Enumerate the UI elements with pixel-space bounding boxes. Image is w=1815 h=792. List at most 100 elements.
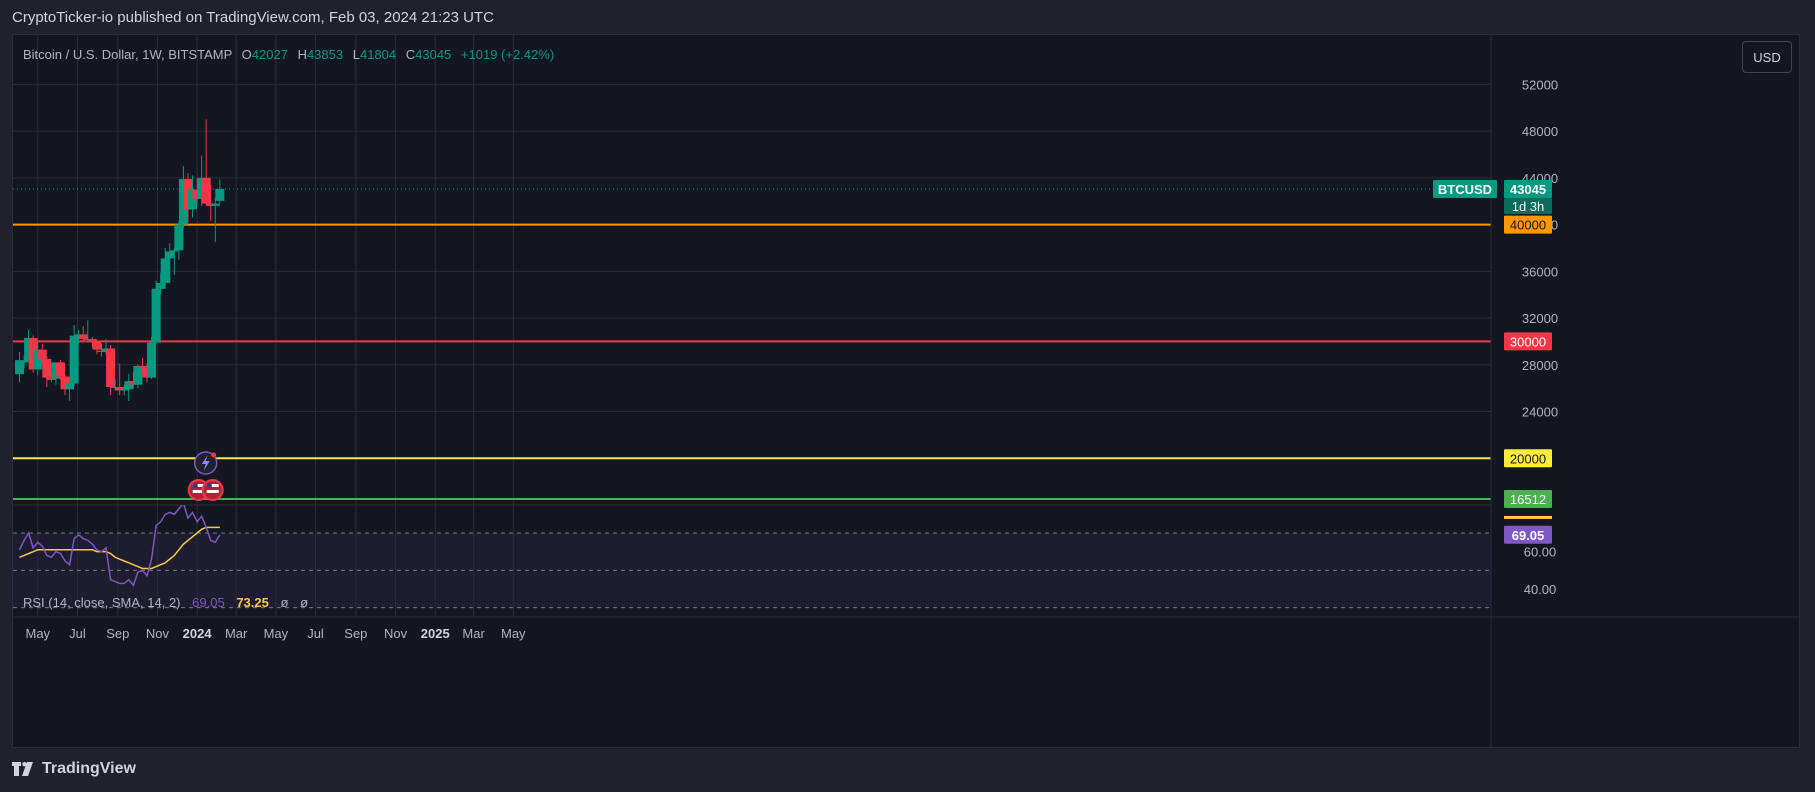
low-value: 41804 (359, 47, 397, 62)
us-flag-icon-stripe (192, 484, 205, 487)
time-tick-label: Jul (307, 626, 324, 641)
time-tick-label: Jul (69, 626, 86, 641)
rsi-value: 69.05 (192, 595, 225, 610)
rsi-sma-marker (1504, 515, 1552, 519)
rsi-line (18, 505, 221, 587)
close-value: 43045 (415, 47, 452, 62)
candle-body (65, 383, 75, 390)
us-flag-icon-stripe (206, 484, 219, 487)
us-flag-icon-stripe (206, 490, 219, 493)
high-label: H (297, 47, 307, 62)
low-label: L (352, 47, 360, 62)
rsi-sma-value: 73.25 (236, 595, 269, 610)
last-price-label-bg (1504, 180, 1552, 199)
price-axis-bg (1491, 35, 1799, 747)
us-flag-icon-stripe (192, 490, 205, 493)
open-value: 42027 (251, 47, 288, 62)
lightning-icon-bolt (201, 455, 210, 471)
candle-body (183, 179, 193, 210)
candle-body (165, 251, 175, 259)
time-tick-label: Sep (344, 626, 367, 641)
countdown-label: 1d 3h (1512, 199, 1545, 214)
candle-body (160, 258, 170, 283)
candle-body (201, 177, 211, 204)
candle-body (197, 177, 207, 199)
countdown-label-bg (1504, 198, 1552, 215)
footer-brand[interactable]: TradingView (12, 760, 136, 778)
price-tick-label: 28000 (1522, 358, 1558, 373)
high-value: 43853 (306, 47, 344, 62)
candle-body (174, 224, 184, 251)
close-label: C (405, 47, 416, 62)
candle-body (133, 365, 143, 385)
rsi-tick-label: 40.00 (1524, 582, 1557, 597)
candle-body (92, 341, 102, 350)
candle-body (74, 334, 84, 336)
candle-body (78, 334, 88, 340)
time-tick-label: May (25, 626, 50, 641)
candle-body (69, 335, 79, 384)
time-tick-label: Sep (106, 626, 129, 641)
candle-body (83, 339, 93, 341)
change-value: +1019 (+2.42%) (460, 47, 555, 62)
candle-body (137, 365, 147, 368)
candle-body (33, 349, 43, 370)
us-flag-icon-canton (206, 483, 212, 488)
lightning-icon-dot (211, 452, 217, 458)
rsi-sma-line (19, 526, 220, 570)
candle-body (37, 349, 47, 359)
level-label-40000: 40000 (1510, 218, 1546, 233)
candle-body (110, 386, 120, 388)
candle-body (101, 348, 111, 352)
currency-button[interactable]: USD (1742, 41, 1792, 73)
level-label-20000-bg (1504, 449, 1552, 468)
published-header: CryptoTicker-io published on TradingView… (12, 9, 494, 26)
candle-body (147, 342, 157, 378)
time-tick-label: 2025 (421, 626, 450, 641)
event-lightning-icon (193, 451, 218, 475)
candle-body (51, 362, 61, 379)
candle-body (128, 381, 138, 385)
candle-body (42, 358, 52, 378)
price-tick-label: 24000 (1522, 405, 1558, 420)
candle-body (206, 203, 216, 206)
candle-body (151, 288, 161, 343)
chart-frame[interactable]: 5200048000440004000036000320002800024000… (12, 34, 1800, 748)
time-tick-label: 2024 (183, 626, 213, 641)
level-label-40000-bg (1504, 215, 1552, 234)
rsi-current-label: 69.05 (1512, 528, 1545, 543)
rsi-name: RSI (14, close, SMA, 14, 2) (23, 595, 181, 610)
last-price-label: 43045 (1510, 182, 1546, 197)
candle-body (28, 337, 38, 370)
candle-body (156, 283, 166, 289)
price-tick-label: 52000 (1522, 77, 1558, 92)
candle-body (178, 179, 188, 225)
chart-svg[interactable]: 5200048000440004000036000320002800024000… (13, 35, 1800, 748)
candle-body (55, 362, 65, 377)
symbol-legend: Bitcoin / U.S. Dollar, 1W, BITSTAMP O420… (23, 47, 554, 62)
time-tick-label: Nov (146, 626, 170, 641)
rsi-na-2: ø (300, 595, 309, 610)
candle-body (124, 381, 134, 390)
candle-body (192, 189, 202, 199)
candle-body (19, 361, 29, 363)
candle-body (24, 337, 34, 362)
price-tick-label: 32000 (1522, 311, 1558, 326)
level-label-16512: 16512 (1510, 492, 1546, 507)
us-flag-icon-canton (192, 483, 198, 488)
candle-body (96, 350, 106, 352)
symbol-price-badge-bg (1433, 180, 1497, 199)
time-tick-label: May (501, 626, 526, 641)
rsi-current-label-bg (1504, 525, 1552, 544)
level-label-20000: 20000 (1510, 451, 1546, 466)
price-tick-label: 36000 (1522, 264, 1558, 279)
time-tick-label: Nov (384, 626, 408, 641)
footer-brand-name: TradingView (42, 760, 136, 777)
time-tick-label: Mar (462, 626, 485, 641)
rsi-na-1: ø (280, 595, 289, 610)
level-label-30000: 30000 (1510, 334, 1546, 349)
candle-body (60, 376, 70, 390)
level-label-30000-bg (1504, 332, 1552, 351)
rsi-legend[interactable]: RSI (14, close, SMA, 14, 2) 69.05 73.25 … (23, 595, 308, 610)
candle-body (106, 348, 116, 387)
